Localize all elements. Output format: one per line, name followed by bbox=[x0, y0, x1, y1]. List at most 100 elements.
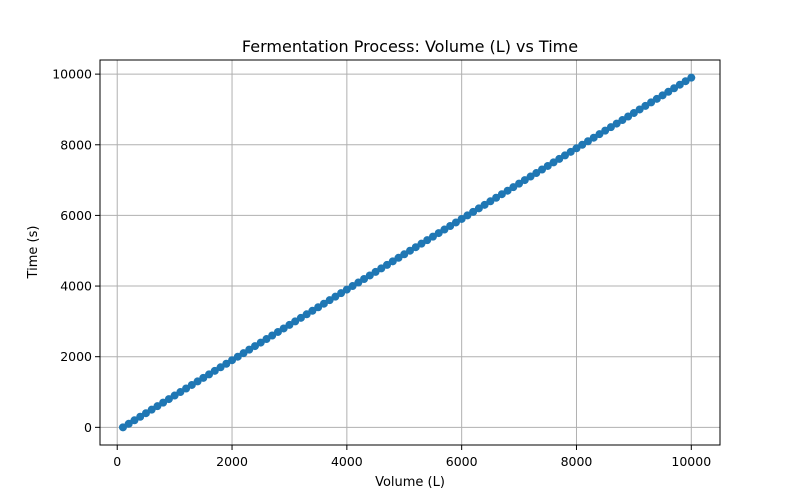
y-tick-label: 2000 bbox=[60, 349, 92, 364]
data-point bbox=[251, 342, 259, 351]
data-point bbox=[434, 229, 443, 238]
data-point bbox=[388, 257, 397, 266]
data-point bbox=[130, 416, 139, 425]
data-point bbox=[515, 179, 524, 188]
x-axis-label: Volume (L) bbox=[375, 475, 445, 490]
y-tick-label: 8000 bbox=[60, 137, 92, 152]
data-point bbox=[675, 80, 684, 89]
data-point bbox=[136, 412, 145, 421]
data-point bbox=[118, 423, 127, 432]
data-point bbox=[670, 84, 679, 93]
data-point bbox=[141, 409, 150, 418]
data-point bbox=[606, 123, 615, 132]
data-point bbox=[159, 398, 168, 407]
data-point bbox=[457, 214, 466, 223]
data-point bbox=[273, 327, 282, 336]
data-point bbox=[205, 370, 214, 379]
data-point bbox=[687, 73, 696, 82]
data-point bbox=[291, 317, 300, 326]
data-point bbox=[170, 391, 179, 400]
data-point bbox=[245, 345, 254, 354]
data-point bbox=[342, 285, 351, 294]
data-point bbox=[451, 218, 460, 227]
data-point bbox=[308, 306, 317, 315]
plot-frame bbox=[99, 59, 721, 446]
data-point bbox=[561, 151, 569, 160]
data-point bbox=[492, 193, 501, 202]
data-point bbox=[239, 349, 248, 358]
series-layer bbox=[118, 73, 696, 432]
data-point bbox=[319, 299, 328, 308]
data-point bbox=[446, 222, 455, 231]
data-point bbox=[520, 176, 529, 185]
data-point bbox=[589, 133, 598, 142]
data-point bbox=[187, 380, 196, 389]
data-point bbox=[469, 207, 478, 216]
data-point bbox=[474, 204, 483, 213]
data-point bbox=[440, 225, 449, 234]
data-point bbox=[383, 260, 392, 269]
data-point bbox=[164, 395, 173, 404]
data-point bbox=[360, 274, 369, 283]
data-point bbox=[428, 232, 437, 241]
data-point bbox=[480, 200, 489, 209]
chart-title: Fermentation Process: Volume (L) vs Time bbox=[242, 37, 578, 56]
data-point bbox=[612, 119, 621, 128]
x-tick-label: 0 bbox=[113, 454, 121, 469]
data-point bbox=[526, 172, 535, 181]
data-point bbox=[486, 197, 495, 206]
y-tick-label: 6000 bbox=[60, 208, 92, 223]
data-point bbox=[279, 324, 288, 333]
data-point bbox=[583, 137, 592, 146]
data-point bbox=[423, 236, 432, 245]
data-point bbox=[296, 313, 305, 322]
data-point bbox=[377, 264, 386, 273]
data-point bbox=[331, 292, 340, 301]
data-point bbox=[354, 278, 363, 287]
data-point bbox=[463, 211, 472, 220]
data-point bbox=[365, 271, 374, 280]
x-tick-label: 10000 bbox=[671, 454, 711, 469]
data-point bbox=[222, 359, 231, 368]
x-tick-label: 8000 bbox=[561, 454, 593, 469]
data-point bbox=[647, 98, 656, 107]
y-axis-label: Time (s) bbox=[26, 226, 41, 280]
data-point bbox=[199, 373, 208, 382]
data-point bbox=[629, 108, 638, 117]
data-point bbox=[314, 303, 323, 312]
data-point bbox=[348, 282, 357, 291]
data-point bbox=[262, 335, 271, 344]
data-point bbox=[417, 239, 426, 248]
data-point bbox=[400, 250, 409, 259]
x-tick-label: 2000 bbox=[216, 454, 248, 469]
data-point bbox=[210, 366, 219, 375]
data-point bbox=[371, 267, 380, 276]
y-tick-label: 4000 bbox=[60, 279, 92, 294]
data-point bbox=[549, 158, 558, 167]
data-point bbox=[641, 101, 650, 110]
data-point bbox=[497, 190, 506, 199]
data-point bbox=[652, 94, 661, 103]
data-point bbox=[216, 363, 225, 372]
y-tick-label: 10000 bbox=[52, 67, 92, 82]
data-point bbox=[228, 356, 237, 365]
data-point bbox=[233, 352, 242, 361]
data-point bbox=[176, 388, 185, 397]
data-point bbox=[411, 243, 420, 252]
data-point bbox=[555, 154, 564, 163]
data-point bbox=[325, 296, 334, 305]
data-point bbox=[681, 77, 690, 86]
data-point bbox=[302, 310, 311, 319]
data-point bbox=[664, 87, 673, 96]
data-point bbox=[595, 130, 604, 139]
data-point bbox=[566, 147, 575, 156]
data-point bbox=[532, 169, 541, 178]
ticks-layer: 0 2000 4000 6000 8000 10000 0 2000 4000 6000 8000 1… bbox=[52, 67, 711, 469]
data-point bbox=[193, 377, 202, 386]
data-point bbox=[624, 112, 633, 121]
data-point bbox=[182, 384, 191, 393]
data-point bbox=[635, 105, 644, 114]
data-point bbox=[658, 91, 667, 100]
